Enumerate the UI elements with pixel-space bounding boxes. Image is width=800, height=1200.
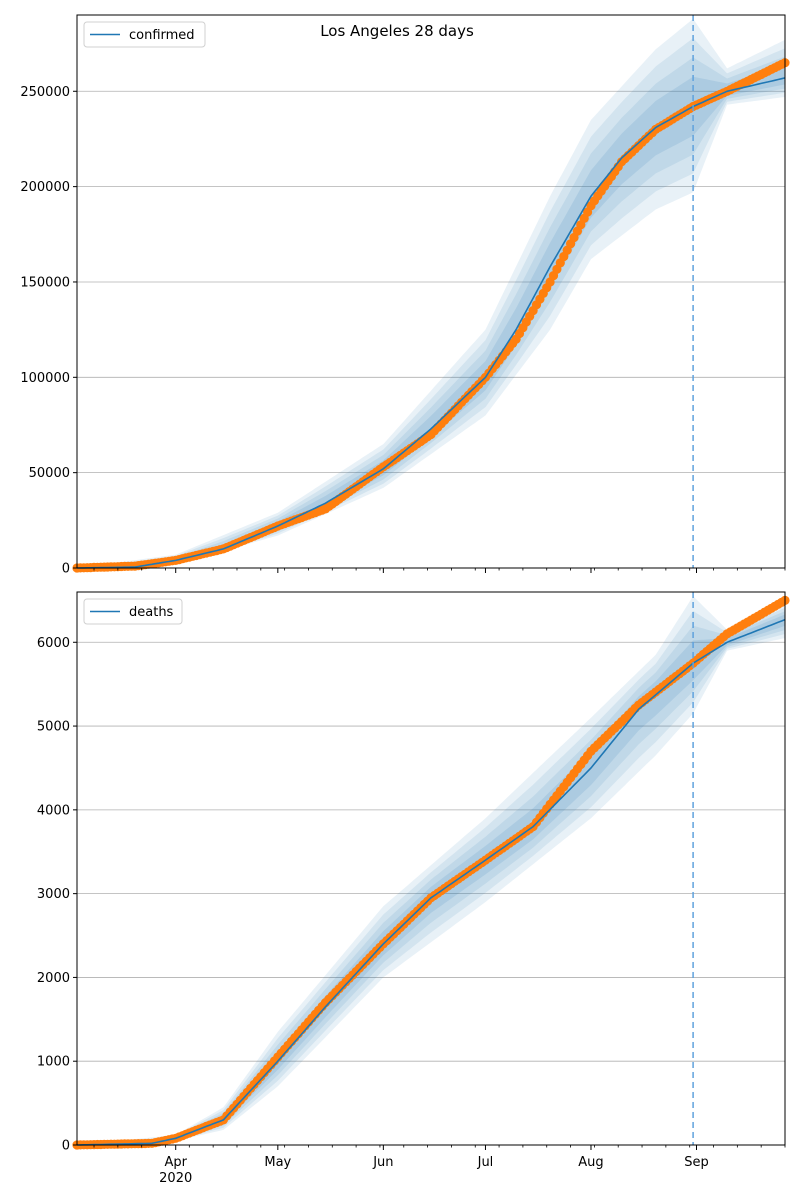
deaths-y-tick-label: 6000 (37, 636, 70, 651)
confirmed-uncertainty-band (77, 18, 785, 569)
deaths-uncertainty-band (77, 611, 785, 1145)
confirmed-legend: confirmed (83, 21, 206, 48)
deaths-y-tick-label: 4000 (37, 803, 70, 818)
deaths-legend: deaths (83, 598, 183, 625)
deaths-legend-label: deaths (129, 605, 174, 620)
confirmed-y-tick-label: 100000 (20, 371, 70, 386)
deaths-y-tick-label: 5000 (37, 720, 70, 735)
confirmed-legend-box (83, 21, 206, 48)
confirmed-y-tick-label: 150000 (20, 275, 70, 290)
deaths-axes-frame (76, 591, 786, 1146)
deaths-x-tick-label: Apr (164, 1155, 187, 1170)
deaths-x-tick-label: Sep (684, 1155, 709, 1170)
confirmed-uncertainty-band (77, 65, 785, 568)
deaths-legend-box (83, 598, 183, 625)
deaths-y-tick-label: 2000 (37, 971, 70, 986)
confirmed-legend-label: confirmed (129, 28, 195, 43)
deaths-y-tick-label: 1000 (37, 1055, 70, 1070)
confirmed-model-line (76, 77, 786, 569)
deaths-model-line (76, 618, 786, 1146)
deaths-x-tick-label: Jun (372, 1155, 393, 1170)
confirmed-y-tick-label: 250000 (20, 85, 70, 100)
deaths-x-tick-label: May (264, 1155, 291, 1170)
deaths-x-tick-label: Jul (477, 1155, 494, 1170)
confirmed-uncertainty-band (77, 38, 785, 569)
figure-title: Los Angeles 28 days (320, 22, 474, 40)
confirmed-y-tick-label: 200000 (20, 180, 70, 195)
deaths-x-tick-label: Aug (578, 1155, 603, 1170)
deaths-uncertainty-band (77, 607, 785, 1145)
deaths-y-tick-label: 3000 (37, 887, 70, 902)
confirmed-panel: 0 50000 100000 150000 200000 250000 confirmed (20, 14, 790, 577)
deaths-x-tick-year-label: 2020 (159, 1171, 192, 1186)
confirmed-y-tick-label: 50000 (29, 466, 70, 481)
confirmed-axes-frame (76, 14, 786, 569)
deaths-y-tick-label: 0 (62, 1139, 70, 1154)
confirmed-y-tick-label: 0 (62, 562, 70, 577)
